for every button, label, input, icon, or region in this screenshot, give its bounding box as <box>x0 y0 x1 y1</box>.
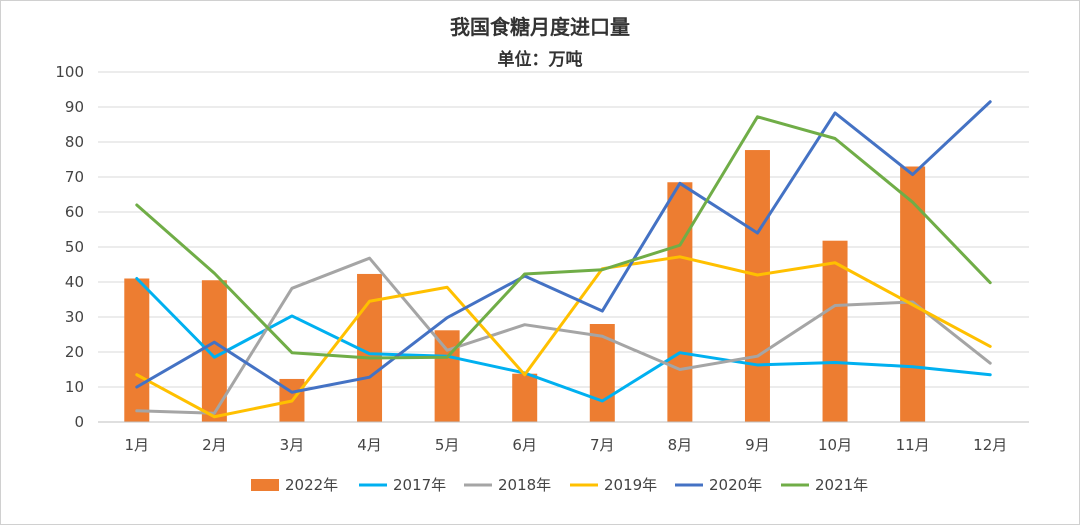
x-tick-label: 5月 <box>435 436 460 454</box>
x-tick-label: 7月 <box>590 436 615 454</box>
legend: 2022年 2017年 2018年 2019年 2020年 2021年 <box>251 476 868 494</box>
y-tick-label: 0 <box>74 413 84 431</box>
series-line <box>135 256 992 415</box>
legend-label: 2020年 <box>709 476 762 494</box>
y-tick-label: 40 <box>65 273 84 291</box>
y-tick-label: 90 <box>65 98 84 116</box>
x-tick-label: 6月 <box>512 436 537 454</box>
axes: 0 10 20 30 40 50 60 70 80 90 100 1月 2月 3月 4月 5月 6月 7月 8月 9月… <box>55 63 1029 454</box>
bar <box>822 240 848 422</box>
y-tick-label: 60 <box>65 203 84 221</box>
series-line <box>135 115 992 360</box>
bar-series <box>124 150 926 423</box>
x-tick-label: 4月 <box>357 436 382 454</box>
y-tick-label: 30 <box>65 308 84 326</box>
chart-subtitle: 单位：万吨 <box>498 49 583 70</box>
x-tick-label: 3月 <box>280 436 305 454</box>
series-line <box>135 100 992 394</box>
bar <box>744 150 770 423</box>
bar <box>434 330 460 422</box>
x-tick-label: 11月 <box>896 436 930 454</box>
x-tick-label: 10月 <box>818 436 852 454</box>
legend-label: 2017年 <box>393 476 446 494</box>
legend-label: 2018年 <box>498 476 551 494</box>
legend-label: 2019年 <box>604 476 657 494</box>
bar <box>667 182 693 422</box>
grid <box>98 71 1029 388</box>
x-tick-label: 9月 <box>745 436 770 454</box>
legend-swatch-bar <box>251 479 279 491</box>
y-tick-label: 100 <box>55 63 84 81</box>
y-tick-label: 70 <box>65 168 84 186</box>
legend-label: 2022年 <box>285 476 338 494</box>
bar <box>124 278 150 422</box>
bar <box>900 166 926 422</box>
y-tick-label: 20 <box>65 343 84 361</box>
x-tick-label: 12月 <box>973 436 1007 454</box>
series-line <box>135 277 992 403</box>
series-line <box>135 255 992 419</box>
y-tick-label: 10 <box>65 378 84 396</box>
bar <box>512 373 538 422</box>
x-tick-label: 8月 <box>668 436 693 454</box>
chart-title: 我国食糖月度进口量 <box>450 15 630 39</box>
legend-label: 2021年 <box>815 476 868 494</box>
line-series <box>135 100 992 419</box>
y-tick-label: 50 <box>65 238 84 256</box>
x-tick-label: 1月 <box>125 436 150 454</box>
y-tick-label: 80 <box>65 133 84 151</box>
x-tick-label: 2月 <box>202 436 227 454</box>
